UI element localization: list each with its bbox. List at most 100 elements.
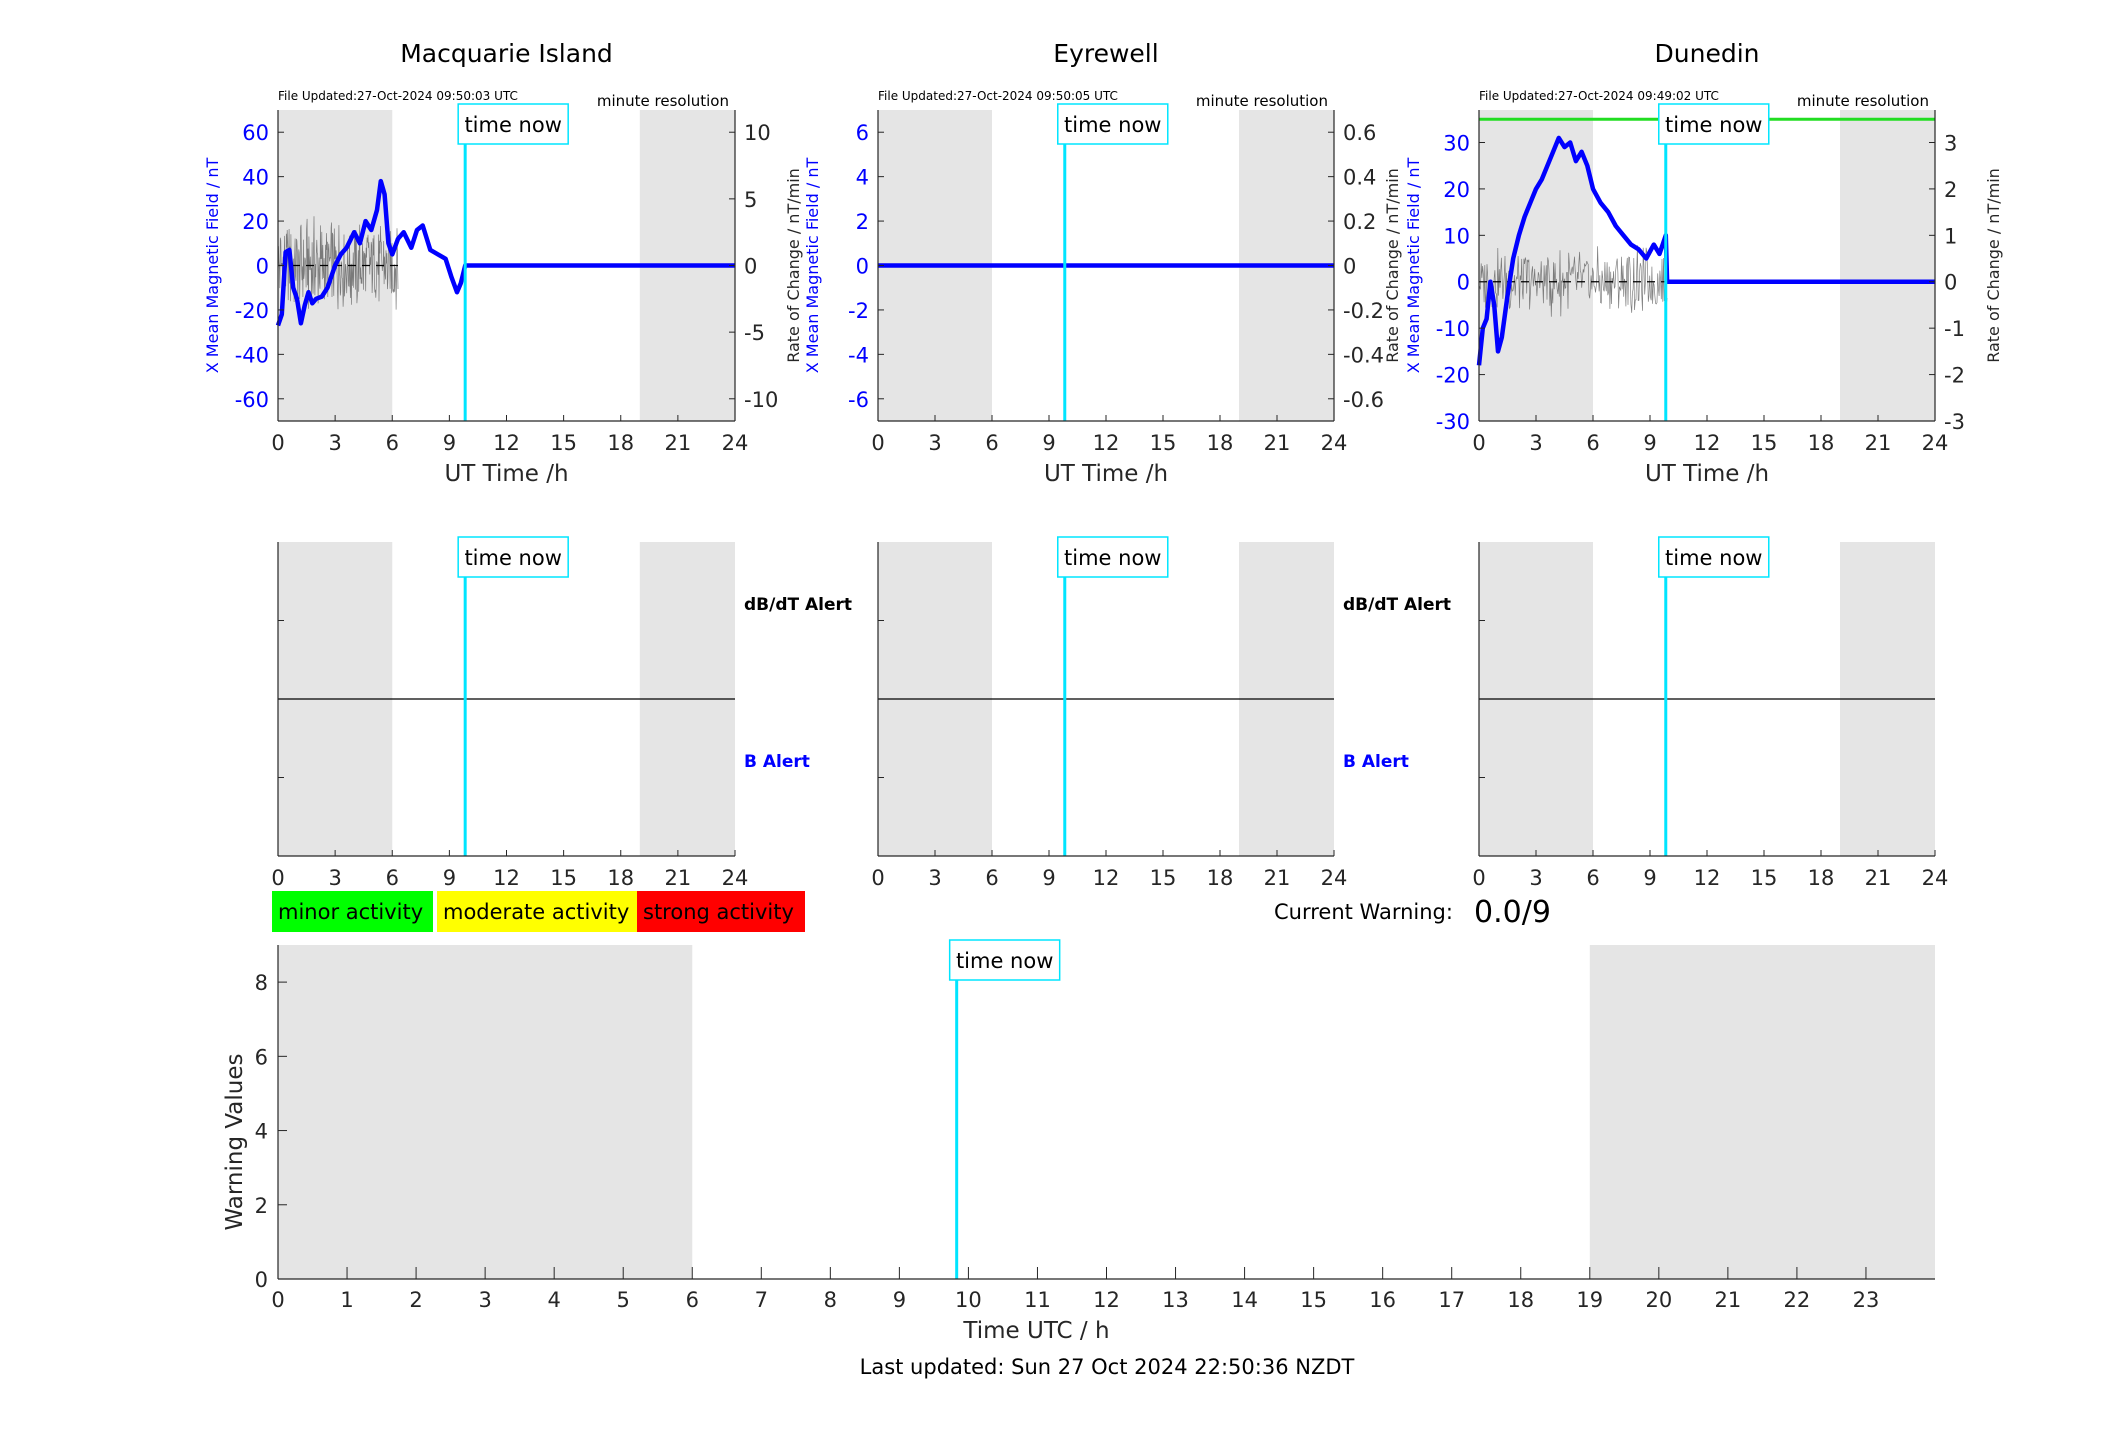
y-tick-label: -20 <box>1436 364 1470 388</box>
night-shade <box>1840 110 1935 421</box>
x-tick-label: 15 <box>1150 866 1177 890</box>
y2-axis-label: Rate of Change / nT/min <box>1383 168 1402 363</box>
legend-minor-swatch <box>272 891 433 932</box>
magnetic-field-line <box>275 178 735 327</box>
x-tick-label: 24 <box>722 431 749 455</box>
y-axis-label: X Mean Magnetic Field / nT <box>203 158 222 374</box>
y-tick-label: -60 <box>235 388 269 412</box>
y2-tick-label: -2 <box>1944 364 1965 388</box>
resolution-label: minute resolution <box>597 92 729 110</box>
x-tick-label: 6 <box>1586 431 1599 455</box>
x-tick-label: 17 <box>1438 1288 1465 1312</box>
night-shade <box>278 945 693 1279</box>
time-now-box <box>457 536 569 578</box>
x-tick-label: 6 <box>1586 866 1599 890</box>
x-tick-label: 21 <box>1264 866 1291 890</box>
x-tick-label: 14 <box>1231 1288 1258 1312</box>
b-alert-label: B Alert <box>1343 752 1409 772</box>
y2-tick-label: -0.2 <box>1343 299 1384 323</box>
current-warning-label: Current Warning: <box>1274 900 1453 924</box>
y-tick-label: 20 <box>1443 178 1470 202</box>
x-tick-label: 24 <box>1922 866 1949 890</box>
station-title: Macquarie Island <box>400 39 613 68</box>
x-tick-label: 4 <box>547 1288 560 1312</box>
y-tick-label: 20 <box>242 210 269 234</box>
x-tick-label: 23 <box>1853 1288 1880 1312</box>
magnetometer-panel-macquarie: Macquarie Island time now 0 3 6 9 12 15 18 21 24 UT… <box>203 39 803 487</box>
x-tick-label: 0 <box>1472 431 1485 455</box>
x-axis-label: UT Time /h <box>444 461 568 487</box>
y-tick-label: 0 <box>255 1268 268 1292</box>
y2-tick-label: 0 <box>1944 271 1957 295</box>
y-tick-label: 0 <box>856 255 869 279</box>
y-axis-label: X Mean Magnetic Field / nT <box>1404 158 1423 374</box>
x-tick-label: 9 <box>1643 431 1656 455</box>
station-title: Dunedin <box>1655 39 1760 68</box>
x-tick-label: 6 <box>386 431 399 455</box>
current-warning-value: 0.0/9 <box>1474 895 1551 930</box>
rate-of-change-trace <box>277 216 399 310</box>
y-tick-label: 10 <box>1443 224 1470 248</box>
night-shade <box>1589 945 1935 1279</box>
y2-tick-label: -3 <box>1944 410 1965 434</box>
x-tick-label: 6 <box>686 1288 699 1312</box>
y-tick-label: 0 <box>1457 271 1470 295</box>
y2-tick-label: 0 <box>744 255 757 279</box>
x-tick-label: 22 <box>1784 1288 1811 1312</box>
x-tick-label: 6 <box>386 866 399 890</box>
station-title: Eyrewell <box>1053 39 1158 68</box>
activity-legend: minor activity moderate activity strong … <box>272 891 805 932</box>
alert-panel-eyrewell: time now 0 3 6 9 12 15 18 21 24 dB/dT Alert B Alert <box>871 536 1451 890</box>
x-tick-label: 18 <box>1207 866 1234 890</box>
time-now-label: time now <box>1665 546 1762 570</box>
x-tick-label: 12 <box>1093 431 1120 455</box>
x-tick-label: 12 <box>1093 1288 1120 1312</box>
y2-tick-label: 5 <box>744 188 757 212</box>
time-now-box <box>1658 536 1770 578</box>
x-tick-label: 21 <box>665 431 692 455</box>
y-tick-label: 8 <box>255 971 268 995</box>
x-tick-label: 12 <box>493 431 520 455</box>
x-tick-label: 3 <box>478 1288 491 1312</box>
y-tick-label: -4 <box>848 343 869 367</box>
x-tick-label: 12 <box>1093 866 1120 890</box>
y-tick-label: 40 <box>242 166 269 190</box>
x-tick-label: 21 <box>1865 866 1892 890</box>
x-tick-label: 18 <box>607 866 634 890</box>
x-tick-label: 9 <box>1042 866 1055 890</box>
x-tick-label: 11 <box>1024 1288 1051 1312</box>
alert-panel-dunedin: time now 0 3 6 9 12 15 18 21 24 <box>1472 536 1949 890</box>
y-tick-label: 4 <box>255 1120 268 1144</box>
x-tick-label: 24 <box>722 866 749 890</box>
time-now-label: time now <box>1064 113 1161 137</box>
x-tick-label: 2 <box>409 1288 422 1312</box>
x-tick-label: 21 <box>1264 431 1291 455</box>
y2-tick-label: -1 <box>1944 317 1965 341</box>
time-now-box <box>1658 103 1770 145</box>
x-tick-label: 1 <box>340 1288 353 1312</box>
y-tick-label: 6 <box>255 1045 268 1069</box>
y2-tick-label: 0.4 <box>1343 166 1376 190</box>
resolution-label: minute resolution <box>1196 92 1328 110</box>
legend-moderate-swatch <box>437 891 637 932</box>
y2-tick-label: 0 <box>1343 255 1356 279</box>
x-tick-label: 0 <box>271 431 284 455</box>
file-updated-text: File Updated:27-Oct-2024 09:50:03 UTC <box>278 89 518 103</box>
x-tick-label: 9 <box>893 1288 906 1312</box>
x-tick-label: 16 <box>1369 1288 1396 1312</box>
y2-tick-label: 2 <box>1944 178 1957 202</box>
y2-tick-label: 1 <box>1944 224 1957 248</box>
y-tick-label: -40 <box>235 343 269 367</box>
y-axis-label: Warning Values <box>222 1053 248 1230</box>
x-axis-label: Time UTC / h <box>962 1318 1109 1344</box>
y2-axis-label: Rate of Change / nT/min <box>784 168 803 363</box>
x-tick-label: 24 <box>1321 431 1348 455</box>
alert-panel-macquarie: time now 0 3 6 9 12 15 18 21 24 dB/dT Alert B Alert <box>271 536 852 890</box>
x-tick-label: 12 <box>1694 866 1721 890</box>
x-tick-label: 0 <box>871 431 884 455</box>
x-tick-label: 24 <box>1922 431 1949 455</box>
y2-tick-label: 0.6 <box>1343 121 1376 145</box>
